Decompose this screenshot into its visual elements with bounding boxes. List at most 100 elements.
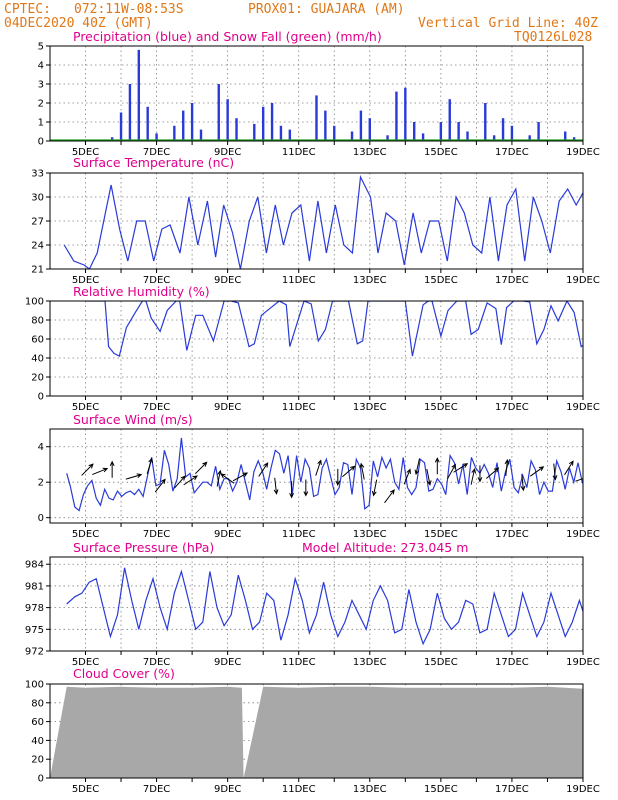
wind-arrow [194, 461, 208, 475]
pressure-xtick-label: 5DEC [72, 657, 99, 668]
precip-ytick-label: 2 [38, 99, 44, 110]
wind-ytick-label: 2 [38, 478, 44, 489]
precip-bar [217, 84, 220, 141]
temperature-xtick-label: 7DEC [143, 275, 170, 286]
temperature-ytick-label: 30 [31, 193, 44, 204]
humidity-series-line [85, 301, 583, 357]
humidity-xtick-label: 9DEC [214, 402, 241, 413]
precip-bar [173, 125, 176, 141]
temperature-ytick-label: 33 [31, 169, 44, 180]
wind-arrow [335, 468, 341, 487]
pressure-xtick-label: 11DEC [282, 657, 316, 668]
humidity-data [85, 301, 583, 357]
temperature-xtick-label: 13DEC [353, 275, 387, 286]
temperature-title: Surface Temperature (nC) [73, 155, 234, 170]
cloud-xtick-label: 17DEC [495, 784, 529, 795]
precip-bar [510, 125, 514, 141]
pressure-xtick-label: 7DEC [143, 657, 170, 668]
wind-arrow [315, 459, 322, 476]
humidity-frame [49, 300, 584, 397]
precip-bar [528, 135, 531, 141]
pressure-ytick-label: 975 [25, 625, 44, 636]
precip-panel: 0 1 2 3 4 5 5DEC 7DEC 9DEC 11DEC 13DEC 15DEC 17DEC 19… [38, 42, 600, 159]
wind-arrow [403, 468, 411, 485]
precip-bar [235, 118, 238, 141]
wind-xtick-label: 13DEC [353, 529, 387, 540]
precip-bar [492, 135, 496, 141]
precip-ytick-label: 1 [38, 118, 44, 129]
humidity-xtick-label: 7DEC [143, 402, 170, 413]
wind-arrow [359, 462, 365, 480]
precip-bar [350, 131, 354, 141]
wind-arrow [289, 481, 295, 499]
wind-series-line [66, 437, 583, 512]
temperature-ytick-label: 24 [31, 241, 44, 252]
wind-arrow [174, 475, 186, 489]
precip-xtick-label: 11DEC [282, 147, 316, 158]
wind-arrow [258, 462, 269, 477]
humidity-xtick-label: 11DEC [282, 402, 316, 413]
precip-bar [466, 131, 469, 141]
wind-arrow [530, 466, 545, 477]
humidity-ytick-label: 60 [31, 335, 44, 346]
temperature-xtick-label: 5DEC [72, 275, 99, 286]
wind-xtick-label: 15DEC [424, 529, 458, 540]
precip-bar [404, 87, 407, 141]
precip-ytick-label: 5 [38, 42, 44, 53]
precip-xtick-label: 5DEC [72, 147, 99, 158]
humidity-xtick-label: 13DEC [353, 402, 387, 413]
precip-bar [270, 103, 274, 141]
header-run: 04DEC2020 40Z (GMT) [4, 16, 153, 31]
precip-data [50, 49, 593, 141]
wind-arrow [109, 460, 115, 478]
pressure-panel: 972 975 978 981 984 5DEC 7DEC 9DEC 11DEC 13DEC 15D… [25, 556, 600, 668]
pressure-xtick-label: 9DEC [214, 657, 241, 668]
precip-bar [253, 123, 256, 141]
wind-arrow [125, 473, 143, 480]
precip-bar [199, 129, 203, 141]
header-coords: 072:11W-08:53S [74, 2, 184, 17]
precip-bar [333, 125, 336, 141]
wind-arrow [470, 467, 477, 485]
cloud-xtick-label: 7DEC [143, 784, 170, 795]
wind-panel: 0 2 4 5DEC 7DEC 9DEC 11DEC 13DEC 15DEC 17DEC 19DEC [38, 428, 600, 540]
precip-bar [155, 133, 158, 141]
precip-bar [457, 122, 460, 141]
wind-arrow [384, 489, 395, 504]
precip-bar [591, 130, 593, 141]
precip-bar [324, 110, 327, 141]
pressure-frame [49, 556, 584, 652]
pressure-data [66, 567, 583, 646]
humidity-title: Relative Humidity (%) [73, 284, 210, 299]
cloud-ytick-label: 100 [25, 680, 44, 691]
wind-xtick-label: 5DEC [72, 529, 99, 540]
wind-arrow [232, 472, 249, 482]
precip-bar [484, 103, 487, 141]
temperature-xtick-label: 17DEC [495, 275, 529, 286]
precip-ytick-label: 3 [38, 80, 44, 91]
precip-bar [182, 110, 185, 141]
precip-bar [137, 49, 141, 141]
pressure-xtick-label: 19DEC [566, 657, 600, 668]
cloud-panel: 0 20 40 60 80 100 5DEC 7DEC 9DEC 11DEC 13DEC 15DEC 1… [25, 680, 600, 796]
cloud-ytick-label: 0 [38, 774, 44, 785]
wind-arrow [434, 457, 440, 475]
temperature-series-line [63, 174, 583, 269]
cloud-xtick-label: 19DEC [566, 784, 600, 795]
precip-bar [537, 122, 540, 141]
precip-bar [564, 131, 567, 141]
wind-arrow [453, 463, 469, 473]
cloud-cover-area [50, 686, 583, 778]
humidity-ytick-label: 100 [25, 297, 44, 308]
temperature-xtick-label: 9DEC [214, 275, 241, 286]
precip-bar [572, 137, 576, 141]
precip-bar [146, 106, 149, 141]
wind-arrow [504, 458, 510, 477]
precip-bar [261, 106, 265, 141]
wind-arrow [303, 479, 309, 497]
temperature-ytick-label: 21 [31, 265, 44, 276]
pressure-ytick-label: 984 [25, 560, 44, 571]
pressure-title: Surface Pressure (hPa) [73, 540, 214, 555]
wind-xtick-label: 9DEC [214, 529, 241, 540]
